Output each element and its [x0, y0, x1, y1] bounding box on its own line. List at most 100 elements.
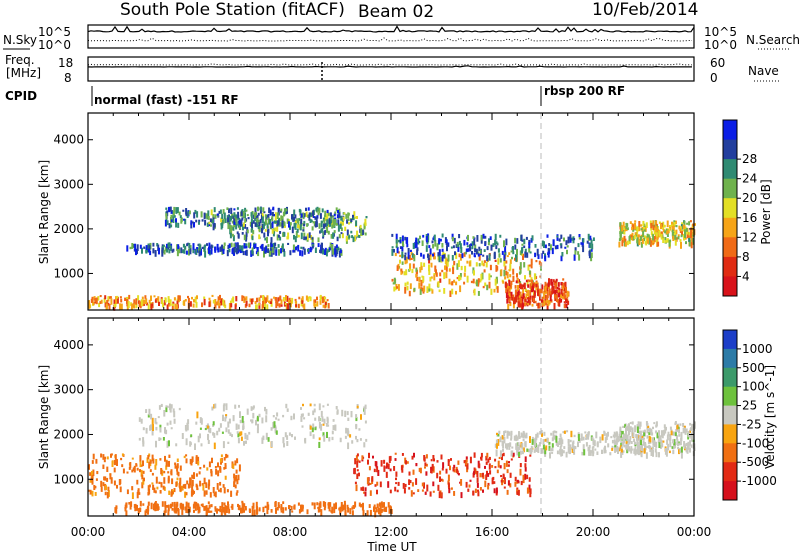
power-echo-cell [628, 236, 631, 242]
velocity-echo-cell [355, 455, 358, 461]
velocity-echo-cell [214, 403, 217, 409]
power-echo-cell [337, 246, 340, 251]
velocity-echo-cell [630, 446, 633, 449]
power-echo-cell [420, 265, 423, 271]
velocity-echo-cell [205, 508, 208, 515]
power-echo-cell [124, 297, 127, 301]
velocity-echo-cell [686, 448, 689, 454]
power-echo-cell [523, 262, 526, 268]
power-echo-cell [147, 304, 150, 311]
velocity-echo-cell [519, 463, 522, 468]
velocity-echo-cell [171, 502, 174, 507]
velocity-echo-cell [355, 414, 358, 419]
power-echo-cell [549, 292, 552, 297]
velocity-echo-cell [387, 481, 390, 488]
velocity-echo-cell [660, 430, 663, 437]
velocity-echo-cell [331, 506, 334, 514]
velocity-echo-cell [395, 471, 398, 477]
power-echo-cell [404, 258, 407, 265]
velocity-echo-cell [364, 487, 367, 492]
velocity-echo-cell [628, 446, 630, 450]
power-echo-cell [318, 207, 321, 214]
power-echo-cell [177, 222, 180, 228]
velocity-echo-cell [520, 480, 523, 486]
velocity-echo-cell [619, 431, 622, 437]
power-echo-cell [655, 220, 658, 227]
power-echo-cell [478, 253, 481, 261]
power-echo-cell [322, 249, 325, 255]
velocity-echo-cell [214, 509, 217, 512]
velocity-echo-cell [605, 433, 608, 438]
power-echo-cell [183, 218, 185, 221]
velocity-echo-cell [106, 477, 109, 482]
power-echo-cell [172, 248, 175, 252]
power-echo-cell [168, 249, 171, 254]
velocity-echo-cell [551, 443, 554, 448]
power-echo-cell [227, 244, 230, 250]
power-echo-cell [425, 245, 428, 252]
power-echo-cell [253, 212, 256, 219]
power-echo-cell [441, 243, 444, 248]
power-echo-cell [558, 292, 561, 298]
power-echo-cell [298, 225, 301, 230]
power-echo-cell [253, 219, 256, 222]
velocity-echo-cell [91, 479, 94, 485]
power-echo-cell [548, 243, 551, 247]
velocity-echo-cell [495, 449, 498, 457]
velocity-echo-cell [400, 465, 403, 471]
velocity-echo-cell [629, 426, 632, 430]
power-echo-cell [223, 242, 226, 246]
velocity-echo-cell [203, 505, 206, 511]
power-echo-cell [220, 218, 223, 223]
power-echo-cell [507, 294, 510, 301]
velocity-echo-cell [233, 473, 236, 479]
velocity-echo-cell [559, 433, 562, 438]
velocity-echo-cell [623, 444, 626, 448]
power-echo-cell [184, 218, 187, 225]
power-echo-cell [525, 288, 527, 292]
power-echo-cell [478, 263, 481, 267]
velocity-echo-cell [674, 432, 677, 436]
power-echo-cell [241, 295, 244, 302]
velocity-echo-cell [282, 437, 285, 444]
velocity-echo-cell [363, 408, 366, 415]
power-echo-cell [99, 295, 102, 298]
power-echo-cell [185, 208, 188, 215]
velocity-echo-cell [411, 455, 414, 460]
power-echo-cell [399, 246, 402, 249]
velocity-echo-cell [297, 502, 300, 506]
velocity-echo-cell [206, 425, 209, 429]
cpid-text-2: rbsp 200 RF [544, 84, 625, 98]
power-colorbar-label: Power [dB] [759, 179, 773, 244]
power-echo-cell [557, 282, 560, 287]
velocity-echo-cell [480, 452, 483, 458]
velocity-echo-cell [687, 442, 690, 450]
power-echo-cell [674, 220, 677, 225]
power-echo-cell [195, 301, 198, 308]
velocity-colorbar-swatch [723, 367, 737, 388]
power-echo-cell [457, 247, 460, 252]
velocity-echo-cell [553, 435, 556, 440]
power-echo-cell [679, 228, 682, 231]
power-echo-cell [652, 220, 655, 225]
power-echo-cell [163, 249, 166, 255]
velocity-echo-cell [138, 437, 141, 441]
power-echo-cell [145, 298, 148, 304]
power-echo-cell [151, 303, 154, 307]
power-echo-cell [421, 240, 424, 246]
power-echo-cell [235, 218, 238, 225]
power-echo-cell [489, 236, 492, 240]
power-echo-cell [432, 244, 435, 249]
velocity-echo-cell [111, 460, 114, 467]
power-echo-cell [143, 299, 146, 305]
power-echo-cell [396, 286, 398, 289]
power-echo-cell [543, 300, 546, 307]
velocity-echo-cell [643, 448, 646, 454]
velocity-echo-cell [188, 483, 191, 488]
velocity-echo-cell [195, 473, 198, 477]
power-echo-cell [340, 232, 343, 235]
power-echo-cell [517, 295, 520, 301]
velocity-echo-cell [240, 431, 243, 436]
velocity-echo-cell [186, 424, 189, 431]
power-echo-cell [524, 275, 526, 280]
